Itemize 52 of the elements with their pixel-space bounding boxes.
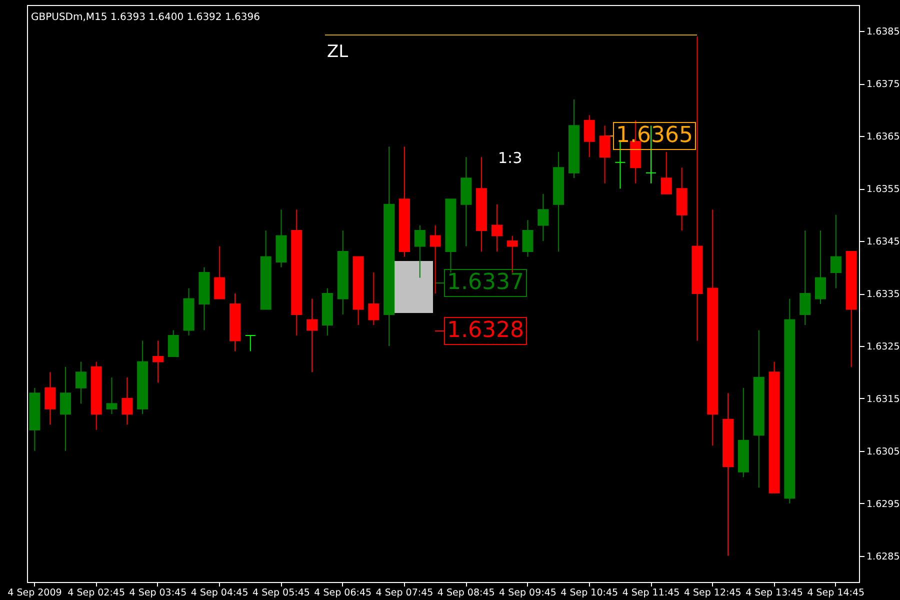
candlestick [44, 372, 56, 426]
x-tick-label: 4 Sep 07:45 [376, 588, 434, 598]
candlestick [814, 230, 826, 304]
y-tick-label: 1.6325 [866, 341, 900, 352]
y-tick-label: 1.6355 [866, 184, 900, 196]
x-tick-label: 4 Sep 06:45 [314, 588, 372, 598]
y-tick-label: 1.6345 [866, 236, 900, 248]
candlestick [106, 376, 118, 415]
y-tick-label: 1.6315 [866, 394, 900, 405]
y-tick-label: 1.6295 [866, 498, 900, 510]
candlestick [75, 361, 86, 404]
y-tick-label: 1.6365 [866, 132, 900, 143]
candlestick [584, 114, 595, 158]
candlestick [800, 230, 811, 326]
candlestick [244, 334, 256, 352]
x-tick-label: 4 Sep 09:45 [499, 588, 556, 598]
candlestick [414, 224, 426, 278]
annotation: 1.6328 [444, 317, 527, 345]
candlestick [214, 246, 226, 300]
x-tick-label: 4 Sep 13:45 [746, 588, 803, 598]
candlestick [306, 298, 318, 373]
x-tick-label: 4 Sep 10:45 [560, 588, 618, 598]
candlestick [152, 340, 164, 384]
y-tick-label: 1.6385 [866, 26, 900, 38]
annotation: 1:3 [498, 148, 522, 168]
candlestick [522, 220, 534, 258]
x-tick-label: 4 Sep 03:45 [129, 588, 187, 598]
candlestick [538, 193, 549, 242]
annotation: 1.6337 [444, 269, 527, 297]
candlestick [830, 214, 842, 289]
candlestick [491, 204, 502, 252]
x-tick-label: 4 Sep 02:45 [68, 588, 126, 598]
x-tick-label: 4 Sep 14:45 [807, 588, 865, 598]
candlestick [506, 235, 518, 274]
candlestick [168, 330, 179, 357]
candlestick [368, 272, 380, 326]
x-tick-label: 4 Sep 05:45 [252, 588, 310, 598]
y-tick-label: 1.6285 [866, 551, 900, 562]
annotation: ZL [327, 42, 348, 62]
candlestick [122, 376, 133, 426]
x-tick-label: 4 Sep 08:45 [437, 588, 495, 598]
x-tick-label: 4 Sep 04:45 [190, 588, 248, 598]
y-tick-label: 1.6305 [866, 446, 900, 458]
x-tick-label: 4 Sep 11:45 [622, 588, 680, 598]
x-tick-label: 4 Sep 2009 [8, 588, 62, 598]
candlestick [60, 366, 72, 452]
text: GBPUSDm,M15 1.6393 1.6400 1.6392 1.6396 [31, 12, 260, 23]
y-tick-label: 1.6375 [866, 79, 900, 90]
candlestick [660, 151, 672, 194]
candlestick [614, 140, 626, 190]
y-tick-label: 1.6335 [866, 289, 900, 300]
x-tick-label: 4 Sep 12:45 [684, 588, 742, 598]
